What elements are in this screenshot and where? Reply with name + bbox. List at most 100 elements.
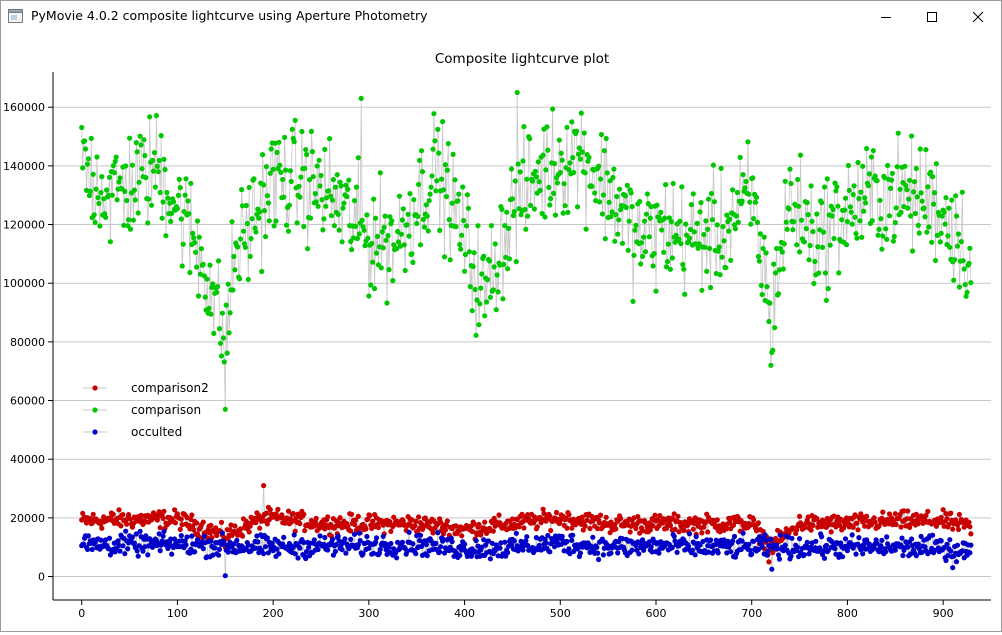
- data-point: [773, 270, 779, 276]
- data-point: [857, 218, 863, 224]
- data-point: [870, 148, 876, 154]
- data-point: [764, 284, 770, 290]
- data-point: [84, 161, 91, 167]
- data-point: [740, 172, 746, 178]
- data-point: [554, 180, 561, 186]
- data-point: [760, 246, 766, 252]
- data-point: [400, 518, 406, 524]
- data-point: [647, 215, 653, 221]
- app-window-icon: [8, 9, 23, 23]
- data-point: [444, 518, 450, 524]
- data-point: [805, 212, 811, 218]
- data-point: [253, 229, 259, 235]
- minimize-button[interactable]: [863, 1, 909, 32]
- y-tick-label: 20000: [10, 512, 45, 525]
- data-point: [884, 236, 890, 242]
- data-point: [953, 213, 960, 219]
- data-point: [683, 221, 689, 227]
- data-point: [596, 520, 603, 526]
- data-point: [513, 530, 519, 536]
- data-point: [440, 119, 446, 125]
- data-point: [746, 541, 752, 548]
- data-point: [246, 529, 252, 535]
- data-point: [79, 124, 85, 131]
- data-point: [193, 249, 199, 255]
- data-point: [536, 542, 542, 549]
- title-bar[interactable]: PyMovie 4.0.2 composite lightcurve using…: [1, 1, 1001, 32]
- data-point: [653, 288, 659, 294]
- data-point: [268, 146, 274, 152]
- x-tick-label: 100: [167, 607, 188, 620]
- data-point: [508, 166, 515, 172]
- data-point: [202, 294, 208, 300]
- data-point: [781, 241, 787, 247]
- data-point: [571, 169, 577, 176]
- data-point: [113, 154, 119, 160]
- data-point: [288, 178, 294, 185]
- data-point: [200, 519, 206, 525]
- data-point: [537, 187, 543, 193]
- data-point: [158, 133, 164, 139]
- data-point: [455, 198, 461, 204]
- data-point: [879, 537, 885, 543]
- data-point: [657, 513, 663, 519]
- data-point: [215, 283, 221, 290]
- data-point: [348, 528, 354, 534]
- data-point: [768, 536, 774, 542]
- data-point: [797, 152, 804, 158]
- data-point: [446, 217, 452, 223]
- data-point: [137, 133, 143, 139]
- data-point: [139, 166, 145, 172]
- maximize-button[interactable]: [909, 1, 955, 32]
- y-tick-label: 0: [38, 571, 45, 584]
- data-point: [124, 521, 130, 527]
- data-point: [469, 528, 475, 535]
- data-point: [472, 549, 478, 555]
- data-point: [543, 540, 549, 546]
- data-point: [594, 544, 600, 550]
- data-point: [611, 166, 617, 172]
- data-point: [190, 523, 196, 529]
- plot-area: Composite lightcurve plot 0 20000 40000 600…: [1, 32, 1001, 631]
- close-button[interactable]: [955, 1, 1001, 32]
- data-point: [888, 177, 895, 183]
- data-point: [706, 549, 712, 555]
- data-point: [756, 258, 763, 264]
- x-tick-label: 600: [646, 607, 667, 620]
- data-point: [830, 206, 836, 213]
- x-tick-label: 200: [263, 607, 284, 620]
- data-point: [429, 173, 435, 179]
- x-tick-label: 500: [550, 607, 571, 620]
- data-point: [95, 195, 101, 201]
- data-point: [559, 533, 565, 539]
- data-point: [885, 162, 891, 169]
- data-point: [731, 222, 738, 228]
- data-point: [117, 548, 123, 554]
- series-comparison2: [79, 483, 974, 565]
- data-point: [682, 291, 688, 297]
- data-point: [311, 537, 317, 543]
- data-point: [409, 251, 415, 257]
- data-point: [667, 522, 674, 529]
- data-point: [574, 128, 580, 134]
- data-point: [925, 184, 931, 190]
- data-point: [510, 213, 516, 219]
- data-point: [405, 211, 411, 217]
- data-point: [138, 512, 144, 518]
- data-point: [487, 294, 493, 300]
- data-point: [842, 195, 849, 201]
- data-point: [571, 548, 577, 555]
- data-point: [508, 542, 515, 548]
- data-point: [797, 513, 803, 519]
- data-point: [154, 163, 160, 169]
- data-point: [860, 163, 866, 169]
- data-point: [390, 278, 396, 284]
- data-point: [313, 199, 319, 205]
- data-point: [651, 251, 657, 257]
- data-point: [650, 523, 656, 529]
- data-point: [728, 257, 734, 263]
- data-point: [274, 546, 280, 552]
- data-point: [922, 214, 928, 220]
- data-point: [840, 554, 846, 560]
- data-point: [93, 186, 99, 192]
